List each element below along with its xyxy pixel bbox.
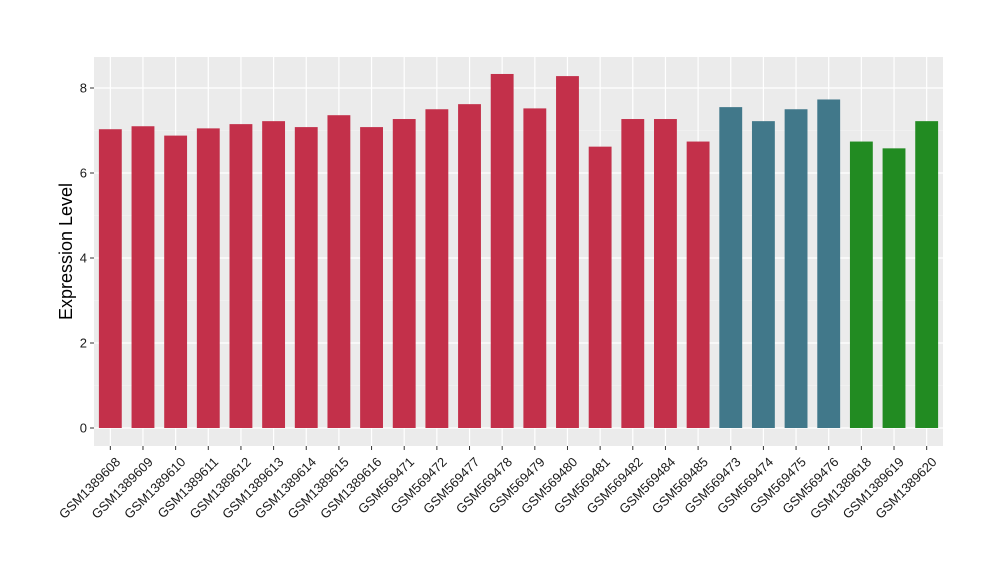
plot-panel xyxy=(94,57,943,446)
bar-GSM1389610 xyxy=(164,135,188,428)
bar-GSM1389620 xyxy=(915,121,939,429)
bar-GSM1389615 xyxy=(327,115,351,428)
bar-GSM569474 xyxy=(751,121,775,429)
bar-GSM1389608 xyxy=(98,129,122,428)
y-tick-label: 8 xyxy=(80,81,87,96)
bar-GSM1389619 xyxy=(882,148,906,428)
y-tick-label: 2 xyxy=(80,336,87,351)
bar-GSM1389618 xyxy=(849,141,873,429)
bar-GSM569477 xyxy=(458,104,481,429)
y-axis-title: Expression Level xyxy=(56,183,76,320)
y-tick-label: 0 xyxy=(80,421,87,436)
bar-GSM569485 xyxy=(686,141,710,429)
bar-GSM569472 xyxy=(425,109,449,428)
bar-GSM569478 xyxy=(490,73,514,428)
bar-GSM1389616 xyxy=(360,127,383,428)
bar-GSM569479 xyxy=(523,108,547,429)
bar-GSM1389611 xyxy=(196,128,220,428)
bar-GSM569482 xyxy=(621,119,645,429)
y-tick-label: 6 xyxy=(80,166,87,181)
bar-GSM569476 xyxy=(817,99,841,428)
bar-GSM569480 xyxy=(556,76,579,428)
bar-GSM569471 xyxy=(392,119,416,429)
bar-GSM1389612 xyxy=(229,124,253,428)
bar-GSM569475 xyxy=(784,109,808,428)
bar-GSM1389613 xyxy=(262,121,286,429)
bar-GSM569481 xyxy=(588,146,612,428)
bar-GSM569473 xyxy=(719,107,743,428)
bar-GSM1389614 xyxy=(294,127,318,428)
bar-GSM569484 xyxy=(654,119,677,429)
bar-GSM1389609 xyxy=(131,126,155,428)
y-tick-label: 4 xyxy=(80,251,87,266)
